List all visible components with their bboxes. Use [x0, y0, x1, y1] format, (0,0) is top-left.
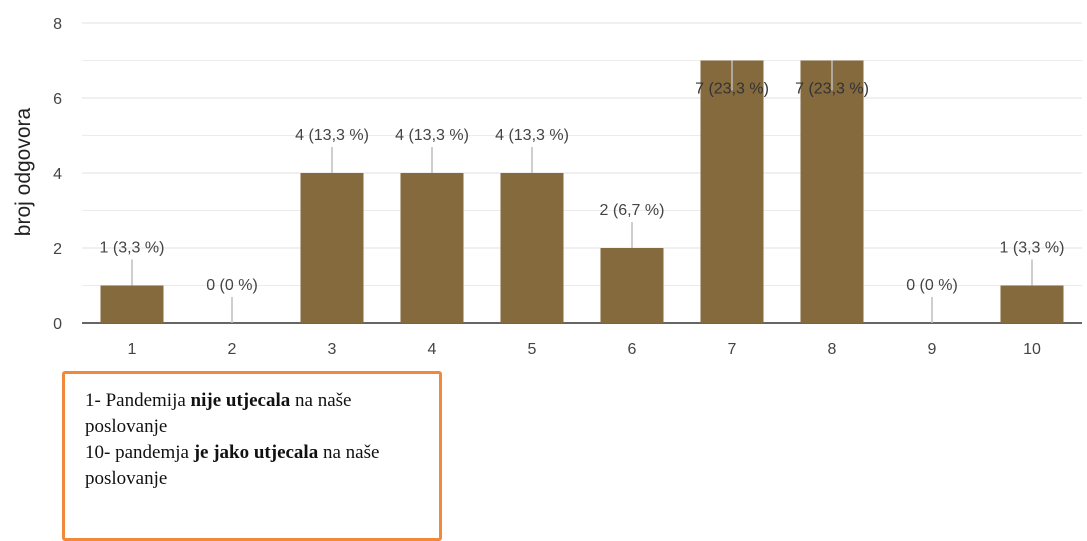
- explanation-line1-suffix: na naše poslovanje: [85, 390, 352, 437]
- y-tick-label: 0: [53, 316, 62, 333]
- data-label: 4 (13,3 %): [495, 127, 569, 144]
- bar: [300, 173, 364, 323]
- explanation-line2-suffix: na naše poslovanje: [85, 442, 380, 489]
- bar: [800, 60, 864, 323]
- bar: [700, 60, 764, 323]
- y-tick-label: 4: [53, 166, 62, 183]
- x-tick-label: 6: [628, 341, 637, 358]
- scale-explanation-text: 1- Pandemija nije utjecala na naše poslo…: [85, 388, 435, 492]
- data-label: 1 (3,3 %): [1000, 240, 1065, 257]
- bar: [100, 285, 164, 323]
- bar: [600, 248, 664, 323]
- bar-chart: 0 2 4 6 8 1 1 (3,3 %) 2 0 (0 %) 3 4 (13,3 %) 4 4 (13…: [53, 16, 1082, 358]
- bar: [1000, 285, 1064, 323]
- data-label: 7 (23,3 %): [695, 81, 769, 98]
- scale-explanation-box: 1- Pandemija nije utjecala na naše poslo…: [62, 371, 442, 541]
- y-tick-label: 8: [53, 16, 62, 33]
- x-tick-label: 5: [528, 341, 537, 358]
- data-label: 0 (0 %): [906, 277, 958, 294]
- data-label: 4 (13,3 %): [295, 127, 369, 144]
- x-tick-label: 8: [828, 341, 837, 358]
- y-tick-label: 6: [53, 91, 62, 108]
- x-tick-label: 7: [728, 341, 737, 358]
- bar: [400, 173, 464, 323]
- x-tick-label: 10: [1023, 341, 1041, 358]
- y-axis-title: broj odgovora: [12, 107, 35, 237]
- explanation-line1-emphasis: nije utjecala: [190, 390, 291, 411]
- x-tick-label: 3: [328, 341, 337, 358]
- bar: [500, 173, 564, 323]
- data-label: 2 (6,7 %): [600, 202, 665, 219]
- explanation-line2-emphasis: je jako utjecala: [193, 442, 319, 463]
- data-label: 4 (13,3 %): [395, 127, 469, 144]
- x-tick-label: 9: [928, 341, 937, 358]
- x-tick-label: 2: [228, 341, 237, 358]
- x-tick-label: 1: [128, 341, 137, 358]
- data-label: 1 (3,3 %): [100, 240, 165, 257]
- x-tick-label: 4: [428, 341, 437, 358]
- explanation-line1-prefix: 1- Pandemija: [85, 390, 191, 411]
- data-label: 0 (0 %): [206, 277, 258, 294]
- data-label: 7 (23,3 %): [795, 81, 869, 98]
- explanation-line2-prefix: 10- pandemja: [85, 442, 194, 463]
- y-tick-label: 2: [53, 241, 62, 258]
